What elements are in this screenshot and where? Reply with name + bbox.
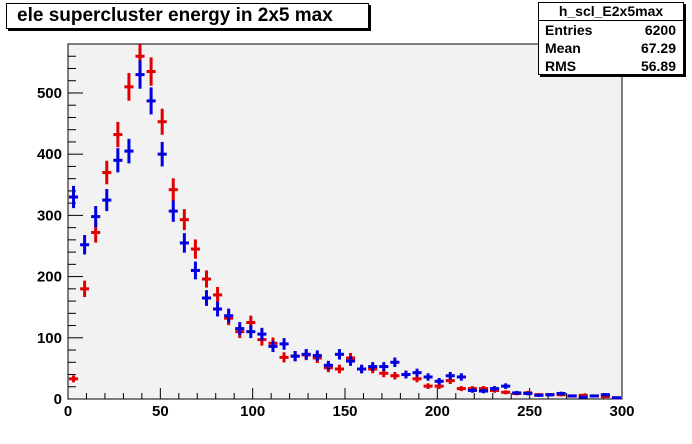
data-point [246,325,256,339]
data-point [478,388,489,394]
data-point [423,373,433,381]
data-point [168,200,178,222]
data-point [390,371,400,380]
data-point [379,362,389,372]
data-point [190,239,200,259]
data-point [279,352,289,363]
y-tick-label: 200 [37,269,62,286]
y-tick-label: 500 [37,85,62,102]
data-point [456,386,466,392]
data-point [523,391,533,396]
data-point [102,160,112,185]
stats-value: 56.89 [640,58,676,74]
data-point [556,391,566,396]
stats-row-entries: Entries 6200 [539,21,683,39]
data-point [69,185,79,209]
y-tick-label: 400 [37,146,62,163]
data-point [368,362,378,372]
data-point [102,189,112,212]
x-tick-label: 250 [517,403,542,420]
stats-value: 6200 [644,22,676,38]
data-point [257,327,267,341]
data-point [312,350,322,361]
data-point [490,386,500,392]
data-point [80,280,90,298]
series-layer [69,44,621,400]
data-point [113,121,123,148]
x-tick-label: 0 [64,403,72,420]
data-point [124,73,134,101]
stats-label: Mean [545,40,581,56]
plot-frame [67,43,623,400]
data-point [412,368,422,377]
data-point [346,356,356,366]
data-point [235,322,245,336]
data-point [168,178,178,201]
data-point [113,148,123,173]
stats-row-mean: Mean 67.29 [539,39,683,57]
data-point [301,349,311,360]
stats-box: h_scl_E2x5max Entries 6200 Mean 67.29 RM… [538,2,684,75]
y-tick-label: 100 [37,330,62,347]
data-point [600,393,610,397]
x-tick-label: 150 [332,403,357,420]
data-point [423,383,433,389]
stats-label: Entries [545,22,593,38]
x-tick-label: 100 [240,403,265,420]
data-point [434,377,444,385]
data-point [201,270,212,288]
x-tick-label: 200 [425,403,450,420]
data-point [578,395,588,399]
data-point [146,87,156,115]
data-point [179,209,189,231]
data-point [456,373,466,381]
data-point [445,371,455,380]
data-point [589,394,599,398]
data-point [390,357,400,368]
data-point [279,338,289,350]
data-point [401,370,411,379]
data-point [157,141,167,167]
y-tick-label: 300 [37,207,62,224]
data-point [124,138,134,164]
data-point [567,394,577,398]
axes: 0 50 100 150 200 250 300 0 100 200 300 400 500 [37,43,635,420]
y-tick-label: 0 [54,391,62,408]
series-1 [69,60,621,400]
data-point [290,351,300,362]
data-point [201,290,212,306]
data-point [91,206,101,228]
data-point [323,360,333,370]
data-point [545,393,555,397]
data-point [512,390,522,395]
data-point [357,364,367,374]
stats-row-rms: RMS 56.89 [539,57,683,75]
data-point [146,57,156,86]
x-tick-label: 300 [609,403,634,420]
data-point [334,364,344,374]
stats-histogram-name: h_scl_E2x5max [539,3,683,21]
data-point [334,349,344,360]
data-point [501,390,511,395]
data-point [467,388,477,393]
data-point [611,396,621,400]
stats-value: 67.29 [640,40,676,56]
x-tick-label: 50 [152,403,169,420]
data-point [213,301,223,317]
data-point [534,393,544,397]
data-point [268,340,278,353]
data-point [224,308,234,323]
data-point [501,383,511,389]
data-point [179,233,189,253]
data-point [213,286,223,303]
data-point [80,235,90,255]
chart-title: ele supercluster energy in 2x5 max [6,3,369,29]
data-point [135,60,145,89]
data-point [69,375,79,383]
data-point [190,261,200,280]
data-point [157,108,167,135]
stats-label: RMS [545,58,577,74]
